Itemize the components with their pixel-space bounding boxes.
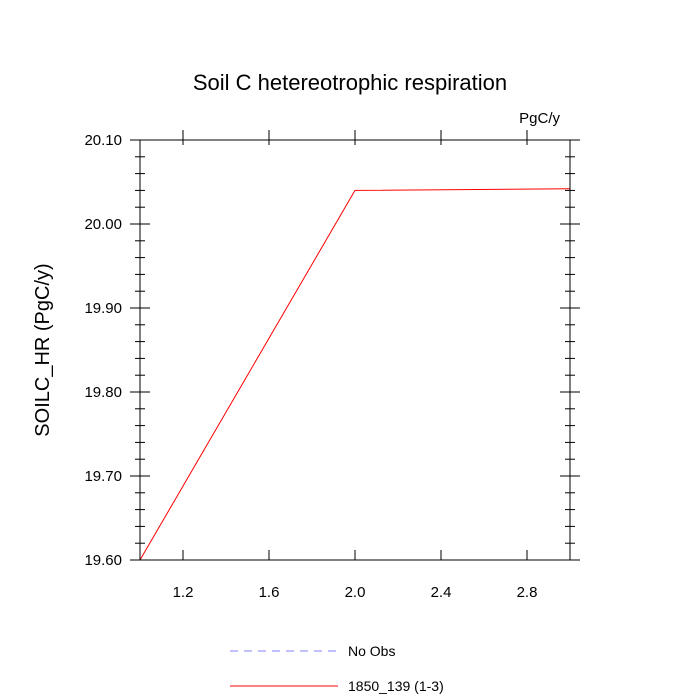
y-tick-label: 19.70: [84, 468, 122, 485]
x-tick-label: 2.0: [345, 584, 366, 601]
y-tick-label: 20.00: [84, 216, 122, 233]
x-tick-label: 1.2: [173, 584, 194, 601]
y-tick-label: 19.80: [84, 384, 122, 401]
legend-label: No Obs: [348, 643, 395, 659]
chart-title: Soil C hetereotrophic respiration: [193, 70, 507, 95]
series-layer: [139, 188, 571, 561]
y-tick-label: 19.60: [84, 552, 122, 569]
y-axis-label: SOILC_HR (PgC/y): [32, 263, 54, 436]
x-tick-label: 2.4: [431, 584, 452, 601]
legend: No Obs 1850_139 (1-3): [230, 643, 444, 694]
units-label: PgC/y: [519, 110, 560, 127]
plot-frame: [139, 139, 571, 561]
x-tick-label: 1.6: [259, 584, 280, 601]
y-tick-label: 19.90: [84, 300, 122, 317]
legend-label: 1850_139 (1-3): [348, 678, 444, 694]
x-tick-label: 2.8: [517, 584, 538, 601]
y-tick-label: 20.10: [84, 132, 122, 149]
series-line: [139, 188, 571, 561]
axis-ticks: 1.2 1.6 2.0 2.4 2.8 19.60 19.70 19.80 19.90 20.00…: [84, 130, 580, 601]
